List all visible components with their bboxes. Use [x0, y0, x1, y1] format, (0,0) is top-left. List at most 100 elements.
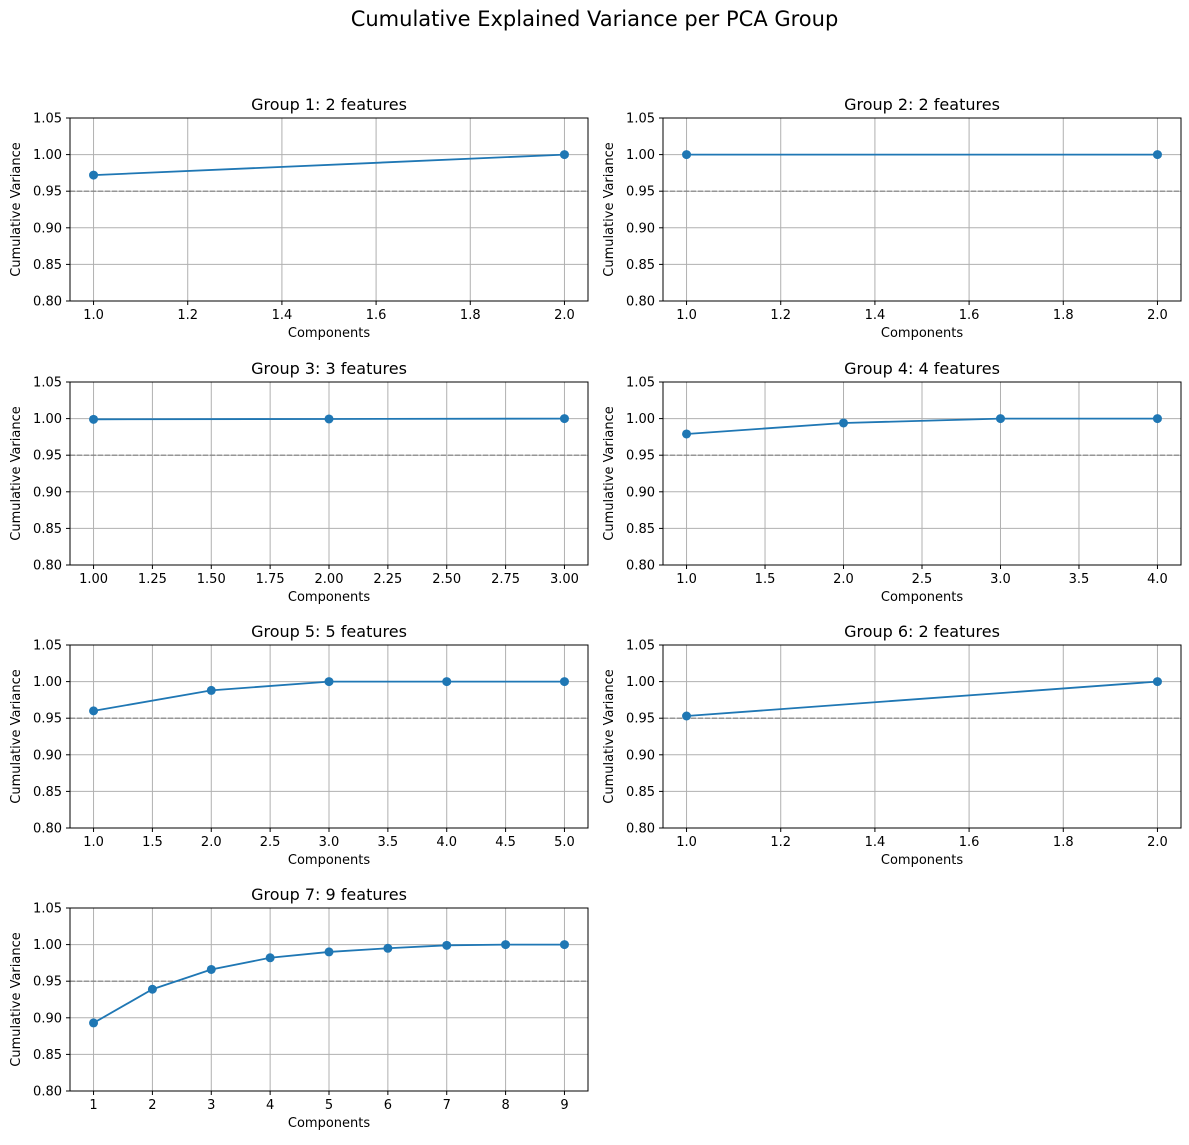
y-tick-label: 1.00 [33, 675, 62, 690]
y-tick-label: 0.95 [33, 185, 62, 200]
data-point [206, 964, 216, 974]
x-tick-label: 1.6 [959, 835, 980, 850]
x-tick-label: 2.50 [432, 572, 461, 587]
x-tick-label: 7 [443, 1098, 451, 1113]
y-tick-label: 0.80 [33, 822, 62, 837]
y-tick-label: 0.85 [33, 1048, 62, 1063]
data-point [559, 940, 569, 950]
x-tick-label: 4.5 [495, 835, 516, 850]
y-tick-label: 0.80 [626, 822, 655, 837]
x-tick-label: 1.0 [676, 308, 697, 323]
y-tick-label: 0.95 [626, 712, 655, 727]
x-axis-label: Components [288, 1116, 370, 1131]
series-line [93, 153, 565, 176]
subplot-group-7: 1 2 3 4 5 6 7 8 9 0.80 0.85 0.90 0.95 1.00 1.05 Group 7… [9, 885, 589, 1131]
x-tick-label: 6 [384, 1098, 392, 1113]
data-point [839, 418, 849, 428]
axes-frame [662, 117, 1182, 302]
x-axis-label: Components [288, 853, 370, 868]
data-point [89, 706, 99, 716]
subplot-title: Group 3: 3 features [251, 359, 407, 378]
x-tick-label: 1.0 [83, 835, 104, 850]
x-tick-label: 5.0 [554, 835, 575, 850]
figure-title: Cumulative Explained Variance per PCA Gr… [351, 7, 839, 31]
x-tick-label: 5 [325, 1098, 333, 1113]
y-axis-label: Cumulative Variance [9, 932, 24, 1067]
data-point [995, 414, 1005, 424]
x-tick-label: 1.4 [865, 308, 886, 323]
data-point [559, 150, 569, 160]
x-tick-label: 4.0 [436, 835, 457, 850]
y-tick-label: 0.90 [626, 485, 655, 500]
y-tick-label: 0.90 [33, 485, 62, 500]
data-point [501, 940, 511, 950]
y-tick-label: 1.00 [33, 148, 62, 163]
x-axis-label: Components [288, 590, 370, 605]
x-tick-label: 1.25 [138, 572, 167, 587]
x-tick-label: 1.2 [770, 308, 791, 323]
x-tick-label: 3.0 [319, 835, 340, 850]
x-axis-label: Components [881, 326, 963, 341]
x-tick-label: 9 [560, 1098, 568, 1113]
y-tick-label: 0.90 [626, 221, 655, 236]
y-tick-label: 1.05 [33, 902, 62, 917]
data-point [442, 940, 452, 950]
x-tick-label: 2.75 [491, 572, 520, 587]
data-point [682, 711, 692, 721]
subplot-title: Group 2: 2 features [844, 95, 1000, 114]
series-line [686, 680, 1158, 717]
x-tick-label: 1.2 [177, 308, 198, 323]
y-tick-label: 0.80 [626, 295, 655, 310]
y-tick-label: 1.05 [626, 376, 655, 391]
x-tick-label: 1.0 [676, 572, 697, 587]
y-tick-label: 0.95 [33, 975, 62, 990]
data-point [559, 414, 569, 424]
y-tick-label: 0.90 [626, 748, 655, 763]
x-tick-label: 1.5 [142, 835, 163, 850]
x-tick-label: 1.6 [959, 308, 980, 323]
x-tick-label: 1.0 [676, 835, 697, 850]
y-tick-label: 1.00 [626, 148, 655, 163]
y-tick-label: 1.00 [626, 412, 655, 427]
data-point [147, 984, 157, 994]
y-axis-label: Cumulative Variance [9, 406, 24, 541]
data-point [383, 943, 393, 953]
data-point [1152, 150, 1162, 160]
x-tick-label: 3 [207, 1098, 215, 1113]
x-tick-label: 1.6 [366, 308, 387, 323]
y-tick-label: 0.80 [33, 295, 62, 310]
subplot-group-4: 1.0 1.5 2.0 2.5 3.0 3.5 4.0 0.80 0.85 0.90 0.95 1.0… [602, 359, 1182, 605]
subplot-title: Group 5: 5 features [251, 622, 407, 641]
subplot-group-5: 1.0 1.5 2.0 2.5 3.0 3.5 4.0 4.5 5.0 0.80 0.85 0.90 0… [9, 622, 589, 868]
y-tick-label: 0.80 [33, 1085, 62, 1100]
data-point [682, 429, 692, 439]
data-point [89, 1018, 99, 1028]
y-axis-label: Cumulative Variance [602, 406, 617, 541]
axes-frame [662, 644, 1182, 829]
data-point [89, 414, 99, 424]
data-point [265, 953, 275, 963]
y-tick-label: 0.95 [626, 449, 655, 464]
x-tick-label: 2.0 [833, 572, 854, 587]
y-axis-label: Cumulative Variance [9, 669, 24, 804]
subplot-title: Group 6: 2 features [844, 622, 1000, 641]
x-tick-label: 3.00 [550, 572, 579, 587]
x-tick-label: 1.4 [272, 308, 293, 323]
data-point [1152, 414, 1162, 424]
x-tick-label: 1 [89, 1098, 97, 1113]
x-tick-label: 2.0 [201, 835, 222, 850]
data-point [206, 685, 216, 695]
x-tick-label: 3.5 [1069, 572, 1090, 587]
data-point [559, 677, 569, 687]
x-tick-label: 2.0 [1147, 835, 1168, 850]
data-point [1152, 677, 1162, 687]
y-tick-label: 1.05 [33, 112, 62, 127]
x-tick-label: 3.5 [378, 835, 399, 850]
subplot-title: Group 1: 2 features [251, 95, 407, 114]
x-tick-label: 3.0 [990, 572, 1011, 587]
x-tick-label: 1.0 [83, 308, 104, 323]
x-tick-label: 2.5 [260, 835, 281, 850]
subplot-title: Group 4: 4 features [844, 359, 1000, 378]
x-tick-label: 1.00 [79, 572, 108, 587]
